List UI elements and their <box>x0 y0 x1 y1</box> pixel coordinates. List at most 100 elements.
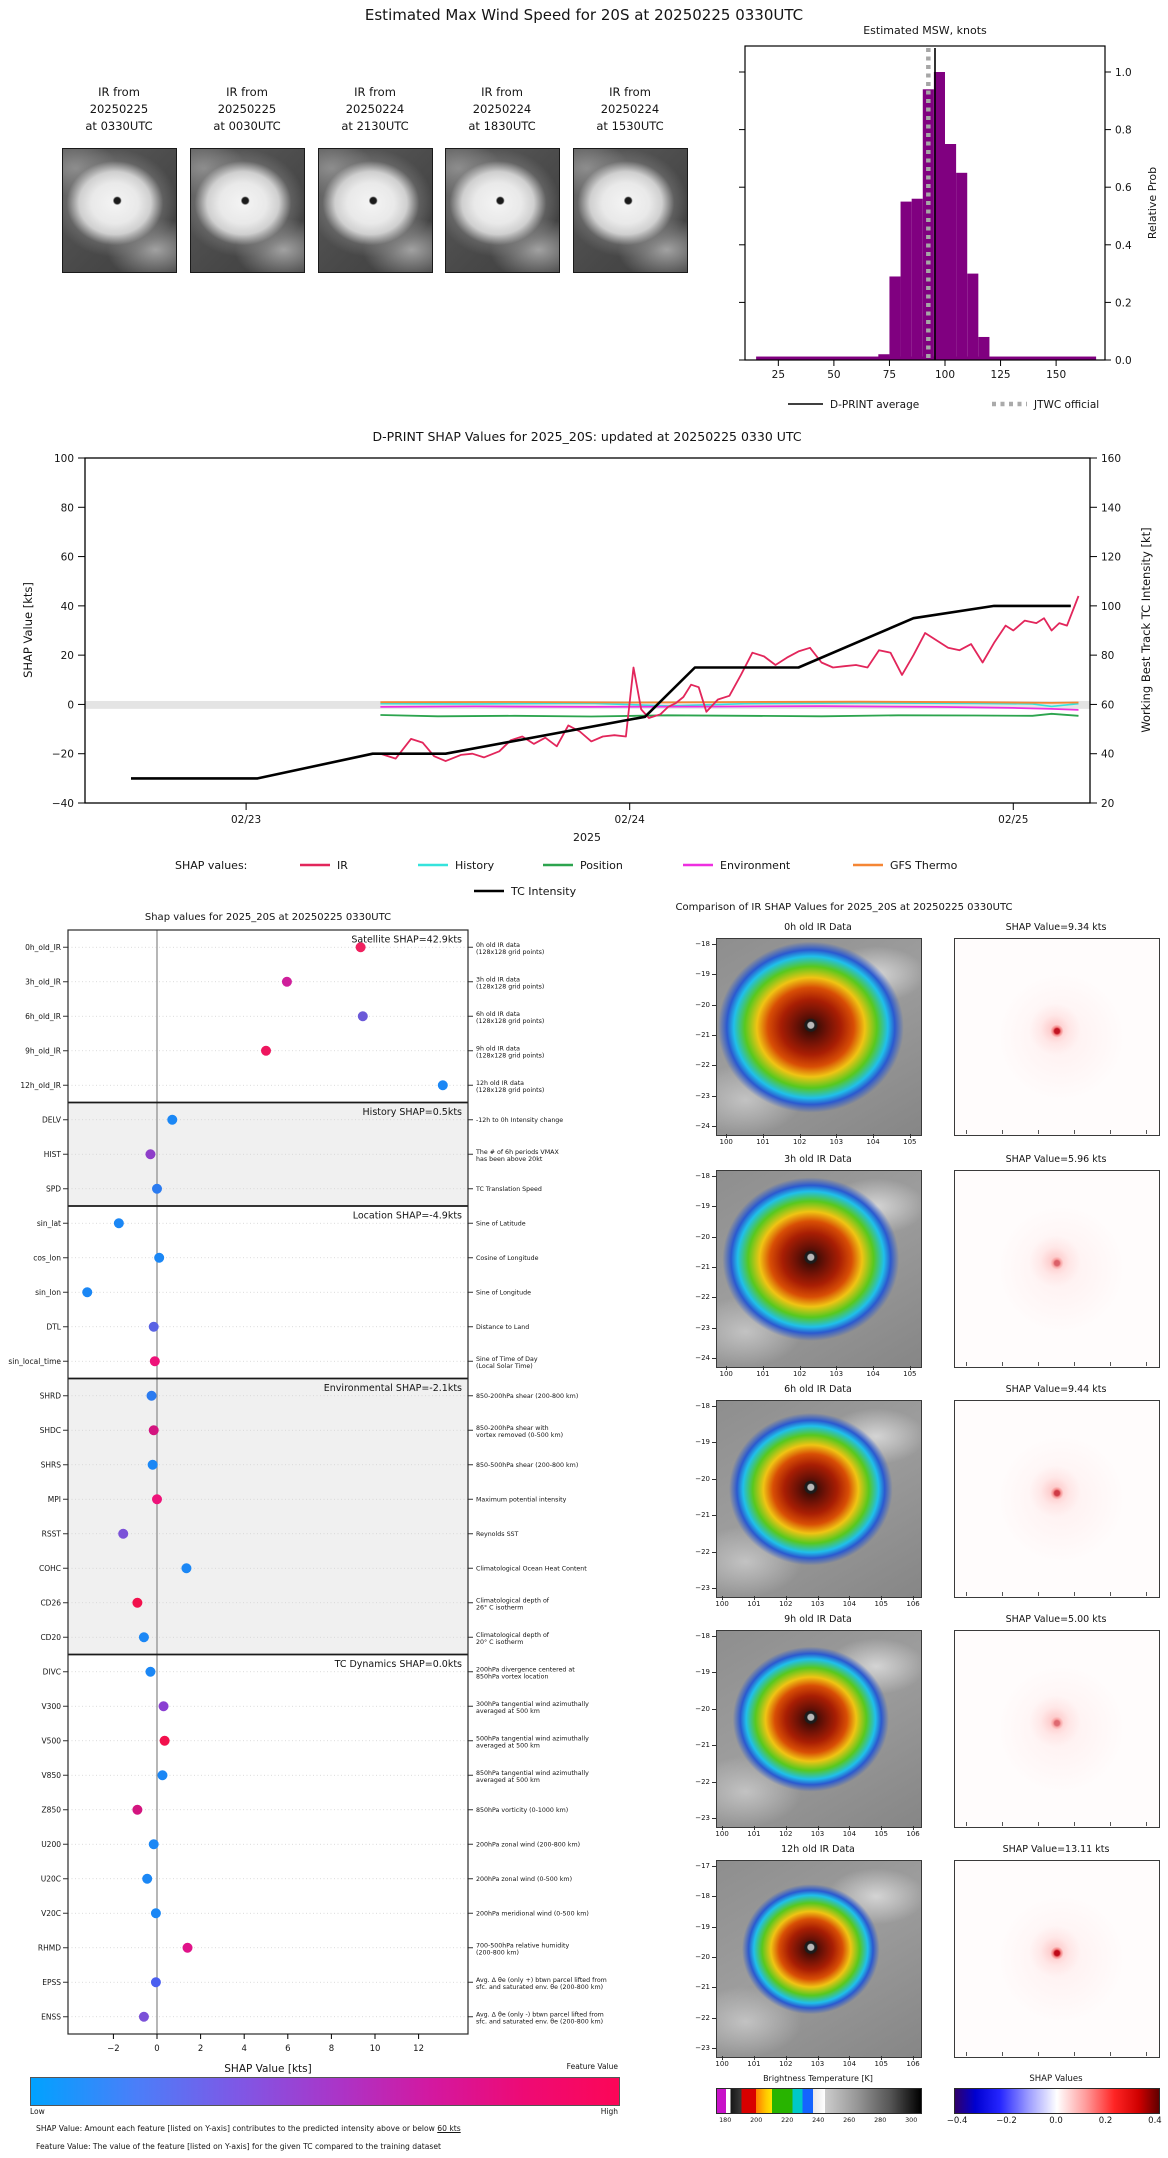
lon-tick-label: 105 <box>874 1600 888 1608</box>
lat-tick <box>712 1672 716 1674</box>
lat-tick-label: −20 <box>695 1474 710 1483</box>
histogram-bar <box>911 198 923 360</box>
timeseries-xlabel: 2025 <box>573 831 601 844</box>
shap-value-panel <box>954 1400 1160 1598</box>
lon-tick-label: 101 <box>747 2060 761 2068</box>
sv-tick-label: 0.2 <box>1098 2116 1113 2126</box>
shap-panel-tick <box>1145 1362 1147 1366</box>
lon-tick-label: 102 <box>779 1830 793 1838</box>
shap-dot <box>150 1977 161 1988</box>
feature-label: sin_lat <box>37 1219 61 1228</box>
lat-tick-label: −23 <box>695 1584 710 1593</box>
shap-dot <box>146 1390 157 1401</box>
lat-tick <box>712 1987 716 1989</box>
shap-dot <box>145 1149 156 1160</box>
timeseries-right-ylabel: Working Best Track TC Intensity [kt] <box>1139 527 1153 732</box>
left-y-tick-label: 0 <box>67 699 74 711</box>
lon-tick-label: 105 <box>874 1830 888 1838</box>
lat-tick-label: −22 <box>695 1061 710 1070</box>
shap-panel-tick <box>1002 2052 1004 2056</box>
lon-tick-label: 106 <box>906 1600 920 1608</box>
feature-description: Avg. Δ θe (only -) btwn parcel lifted fr… <box>476 2011 604 2025</box>
shap-dot <box>149 1356 160 1367</box>
lat-tick <box>712 1818 716 1820</box>
lon-tick <box>909 1134 911 1138</box>
lat-tick-label: −24 <box>695 1122 710 1131</box>
histogram-bar <box>956 172 968 360</box>
left-y-tick-label: 60 <box>61 552 74 564</box>
lat-tick <box>712 943 716 945</box>
lon-tick-label: 100 <box>715 1600 729 1608</box>
series-line-history <box>380 702 1079 708</box>
ir-thumbnail-caption: IR from 20250224 at 1530UTC <box>565 84 695 135</box>
lon-tick-label: 104 <box>842 2060 857 2068</box>
lat-tick-label: −20 <box>695 1232 710 1241</box>
right-y-tick-label: 140 <box>1101 502 1121 514</box>
ir-thumbnail-caption-line: 20250224 <box>472 102 532 116</box>
shap-dot <box>152 1183 162 1194</box>
shap-dot <box>154 1252 165 1263</box>
lat-tick <box>712 2017 716 2019</box>
lat-tick-label: −18 <box>695 1631 710 1640</box>
ir-thumbnail-caption: IR from 20250224 at 1830UTC <box>437 84 567 135</box>
feature-label: RHMD <box>38 1943 61 1952</box>
page-title: Estimated Max Wind Speed for 20S at 2025… <box>364 6 804 24</box>
feature-label: COHC <box>39 1564 61 1573</box>
left-y-tick-label: 40 <box>61 601 74 613</box>
lat-tick <box>712 1175 716 1177</box>
x-tick-label: 50 <box>827 369 840 381</box>
lon-tick-label: 105 <box>874 2060 888 2068</box>
series-line-position <box>380 712 1079 718</box>
feature-description: TC Translation Speed <box>475 1186 542 1193</box>
feature-description: 9h old IR data (128x128 grid points) <box>476 1045 544 1059</box>
sv-tick-label: 0.0 <box>1049 2116 1063 2126</box>
lon-tick <box>785 1596 787 1600</box>
lon-tick-label: 103 <box>810 1830 825 1838</box>
shap-dot <box>132 1804 143 1815</box>
lon-tick <box>799 1366 801 1370</box>
lon-tick <box>817 1826 819 1830</box>
x-tick-label: 8 <box>329 2044 334 2054</box>
ir-thumbnail-caption-line: 20250224 <box>600 102 660 116</box>
shap-panel-tick <box>966 1822 968 1826</box>
msw-histogram-chart: Estimated MSW, knots 0.0 0.2 0.4 0.6 0.8 1.0 25… <box>739 24 1159 411</box>
shap-dot <box>148 1321 159 1332</box>
right-y-tick-label: 60 <box>1101 699 1114 711</box>
histogram-bar <box>900 201 912 360</box>
feature-label: SHRD <box>40 1391 62 1400</box>
feature-description: The # of 6h periods VMAX has been above 2… <box>475 1149 559 1163</box>
shap-panel-tick <box>1073 1362 1075 1366</box>
feature-label: 12h_old_IR <box>20 1081 61 1090</box>
lon-tick-label: 100 <box>719 1370 733 1378</box>
x-tick-label: 25 <box>772 369 785 381</box>
lat-tick <box>712 1515 716 1517</box>
shap-dot <box>147 1459 158 1470</box>
feature-label: 6h_old_IR <box>25 1012 61 1021</box>
left-y-tick-label: 100 <box>54 453 74 465</box>
shap-dot <box>167 1114 178 1125</box>
feature-description: Climatological Ocean Heat Content <box>476 1565 587 1572</box>
lon-tick-label: 106 <box>906 2060 920 2068</box>
lon-tick <box>873 1134 875 1138</box>
ir-thumbnail-caption-line: 20250224 <box>345 102 405 116</box>
lon-tick <box>762 1366 764 1370</box>
shap-dot <box>281 976 292 987</box>
ir-data-title: 12h old IR Data <box>781 1844 855 1855</box>
bt-tick-label: 280 <box>874 2116 887 2124</box>
x-tick-label: 12 <box>413 2044 424 2054</box>
x-tick-label: 125 <box>991 369 1011 381</box>
lon-tick-label: 100 <box>715 2060 729 2068</box>
ir-thumbnail-image <box>190 148 305 273</box>
bt-tick-label: 200 <box>750 2116 763 2124</box>
lon-tick <box>873 1366 875 1370</box>
feature-description: Sine of Time of Day (Local Solar Time) <box>476 1356 538 1370</box>
shap-dot <box>158 1701 169 1712</box>
lon-tick <box>881 2056 883 2060</box>
lon-tick-label: 104 <box>842 1600 857 1608</box>
feature-label: 0h_old_IR <box>25 943 61 952</box>
lat-tick-label: −17 <box>695 1861 710 1870</box>
lat-tick <box>712 1957 716 1959</box>
brightness-temp-colorbar-label: Brightness Temperature [K] <box>763 2074 873 2083</box>
lat-tick-label: −21 <box>695 1263 710 1272</box>
lat-tick-label: −20 <box>695 1953 710 1962</box>
